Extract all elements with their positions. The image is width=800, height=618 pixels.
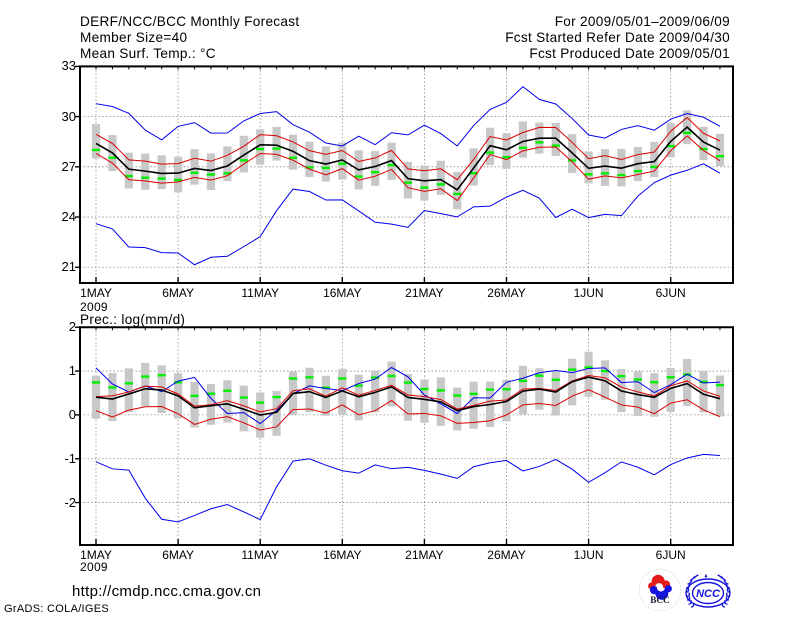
svg-text:NCC: NCC [696, 588, 721, 600]
svg-text:BCC: BCC [650, 595, 669, 605]
